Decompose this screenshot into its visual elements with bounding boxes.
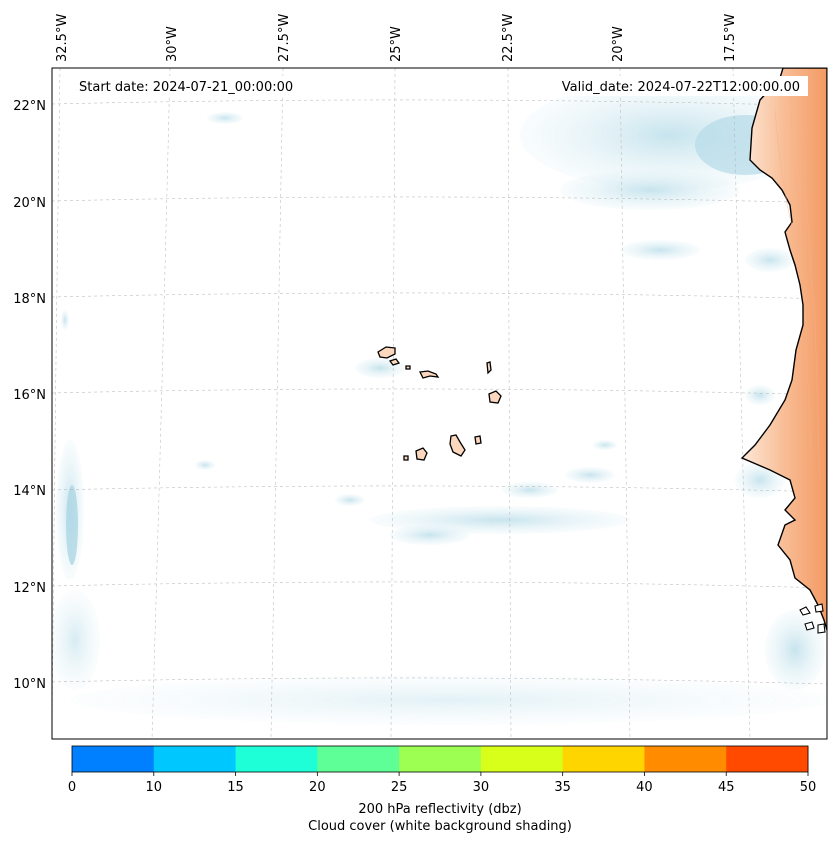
graticule bbox=[52, 68, 827, 739]
colorbar-segment bbox=[153, 746, 237, 772]
colorbar-segment bbox=[562, 746, 645, 772]
colorbar-tick-label: 0 bbox=[68, 780, 76, 795]
colorbar-frame bbox=[71, 745, 809, 773]
start-date-label: Start date: 2024-07-21_00:00:00 bbox=[79, 80, 293, 95]
island-santiago bbox=[449, 434, 466, 457]
colorbar-segment bbox=[72, 746, 155, 772]
longitude-labels: 32.5°W 30°W 27.5°W 25°W 22.5°W 20°W 17.5… bbox=[55, 14, 738, 62]
colorbar-tick-label: 20 bbox=[309, 780, 326, 795]
island-brava bbox=[403, 455, 409, 461]
lon-label-3: 25°W bbox=[389, 26, 404, 62]
valid-date-box bbox=[538, 76, 808, 96]
land-contours bbox=[774, 79, 821, 481]
colorbar-tick-label: 35 bbox=[554, 780, 571, 795]
colorbar: 0 10 15 20 25 30 35 40 45 50 200 hPa reflectivity… bbox=[68, 745, 816, 834]
map-frame bbox=[51, 67, 828, 740]
colorbar-tick-label: 40 bbox=[636, 780, 653, 795]
colorbar-tick-label: 10 bbox=[146, 780, 163, 795]
colorbar-tick-label: 30 bbox=[473, 780, 490, 795]
island-fogo bbox=[415, 447, 428, 461]
island-sao-vicente bbox=[388, 358, 401, 366]
colorbar-label-line2: Cloud cover (white background shading) bbox=[308, 819, 572, 834]
island-maio bbox=[474, 435, 482, 445]
lat-label-5: 12°N bbox=[13, 581, 46, 596]
colorbar-segment bbox=[399, 746, 482, 772]
colorbar-label-line1: 200 hPa reflectivity (dbz) bbox=[358, 802, 521, 817]
colorbar-ticks: 0 10 15 20 25 30 35 40 45 50 bbox=[68, 772, 816, 795]
bissagos-islands bbox=[799, 603, 826, 634]
colorbar-tick-label: 50 bbox=[800, 780, 817, 795]
colorbar-tick-label: 25 bbox=[391, 780, 408, 795]
lat-label-1: 20°N bbox=[13, 196, 46, 211]
colorbar-tick-label: 45 bbox=[718, 780, 735, 795]
lat-label-6: 10°N bbox=[13, 677, 46, 692]
colorbar-tick-label: 15 bbox=[227, 780, 244, 795]
lon-label-1: 30°W bbox=[165, 26, 180, 62]
start-date-box bbox=[72, 76, 312, 96]
island-santo-antao bbox=[377, 346, 396, 359]
island-sao-nicolau bbox=[419, 370, 440, 379]
latitude-labels: 22°N 20°N 18°N 16°N 14°N 12°N 10°N bbox=[13, 99, 46, 692]
colorbar-segment bbox=[480, 746, 564, 772]
lon-label-6: 17.5°W bbox=[723, 14, 738, 62]
lon-label-2: 27.5°W bbox=[277, 14, 292, 62]
lat-label-4: 14°N bbox=[13, 484, 46, 499]
colorbar-segment bbox=[644, 746, 727, 772]
lon-label-5: 20°W bbox=[611, 26, 626, 62]
lat-label-0: 22°N bbox=[13, 99, 46, 114]
lon-label-0: 32.5°W bbox=[55, 14, 70, 62]
map-content bbox=[52, 68, 827, 739]
island-santa-luzia bbox=[405, 365, 411, 370]
colorbar-segment bbox=[317, 746, 400, 772]
valid-date-label: Valid_date: 2024-07-22T12:00:00.00 bbox=[562, 80, 800, 95]
africa-land bbox=[740, 68, 827, 631]
colorbar-segment bbox=[235, 746, 318, 772]
cloud-cover-shading bbox=[52, 80, 827, 725]
lon-label-4: 22.5°W bbox=[501, 14, 516, 62]
lat-label-2: 18°N bbox=[13, 292, 46, 307]
colorbar-segments bbox=[72, 746, 809, 772]
lat-label-3: 16°N bbox=[13, 388, 46, 403]
colorbar-segment bbox=[726, 746, 809, 772]
island-boa-vista bbox=[488, 390, 502, 404]
cape-verde-islands bbox=[377, 346, 502, 461]
island-sal bbox=[486, 361, 492, 375]
